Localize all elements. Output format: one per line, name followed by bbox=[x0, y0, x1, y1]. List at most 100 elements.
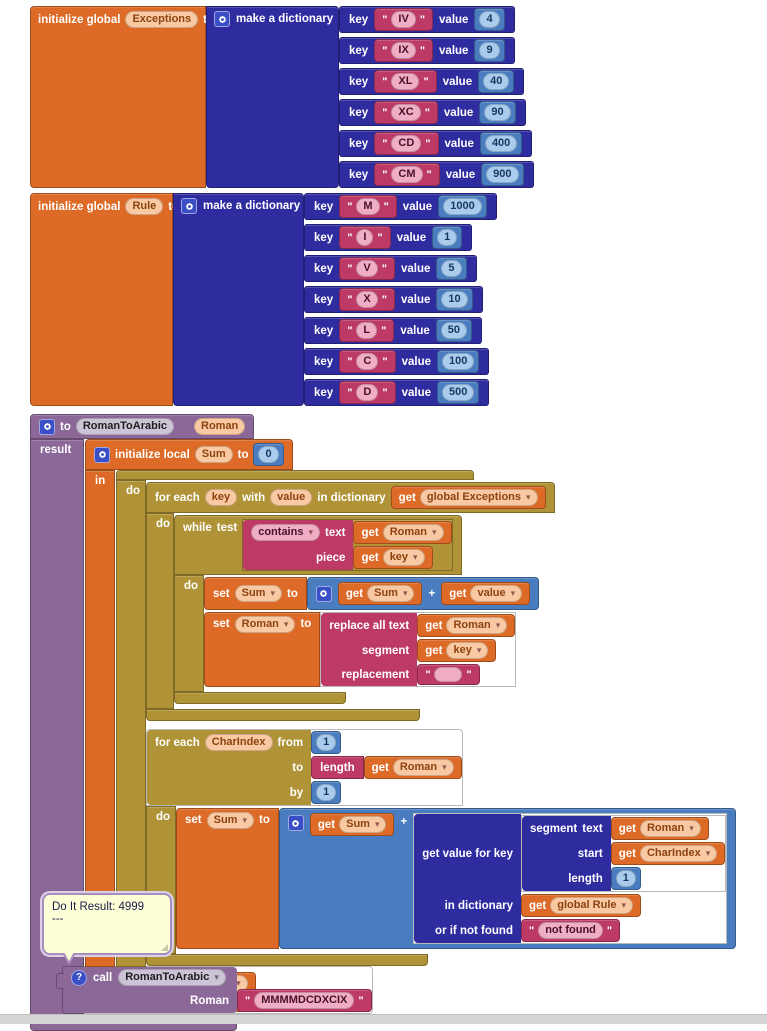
foreach-charindex-block[interactable]: for each CharIndex from 1 to bbox=[146, 729, 737, 966]
make-a-dictionary-block[interactable]: make a dictionary bbox=[173, 193, 304, 406]
loop-value-field[interactable]: value bbox=[270, 489, 313, 506]
do-result-block[interactable]: do for each key with bbox=[116, 470, 737, 996]
number-field[interactable]: 1 bbox=[437, 229, 458, 246]
number-field[interactable]: 4 bbox=[479, 11, 500, 28]
set-roman-block[interactable]: set Roman to replace all text bbox=[204, 612, 517, 687]
key-field[interactable]: IX bbox=[391, 42, 416, 59]
variable-dropdown[interactable]: Roman bbox=[639, 820, 701, 837]
pair-block[interactable]: key " XC " value 90 bbox=[339, 99, 526, 126]
number-field[interactable]: 50 bbox=[440, 322, 468, 339]
key-field[interactable]: XC bbox=[391, 104, 421, 121]
key-field[interactable]: CM bbox=[391, 166, 423, 183]
local-name-field[interactable]: Sum bbox=[194, 446, 233, 463]
procedure-dropdown[interactable]: RomanToArabic bbox=[118, 969, 226, 986]
number-field[interactable]: 500 bbox=[442, 384, 475, 401]
pair-block[interactable]: key " I " value 1 bbox=[304, 224, 473, 251]
get-roman-block[interactable]: get Roman bbox=[417, 614, 516, 637]
pair-block[interactable]: key " X " value 10 bbox=[304, 286, 483, 313]
variable-dropdown[interactable]: Sum bbox=[339, 816, 387, 833]
key-field[interactable]: CD bbox=[391, 135, 422, 152]
number-field[interactable]: 1000 bbox=[443, 198, 482, 215]
text-block[interactable]: " M " bbox=[339, 195, 397, 218]
number-field[interactable]: 1 bbox=[316, 734, 337, 751]
pair-block[interactable]: key " M " value 1000 bbox=[304, 193, 497, 220]
mutator-gear-icon[interactable] bbox=[94, 446, 110, 463]
number-field[interactable]: 0 bbox=[258, 446, 279, 463]
number-field[interactable]: 1 bbox=[316, 784, 337, 801]
get-global-exceptions-block[interactable]: get global Exceptions bbox=[390, 486, 546, 509]
key-field[interactable]: M bbox=[356, 198, 380, 215]
foreach-dict-block[interactable]: for each key with value in dictionary ge… bbox=[146, 482, 555, 721]
not-found-text-block[interactable]: " not found " bbox=[520, 919, 621, 942]
variable-dropdown[interactable]: Roman bbox=[234, 616, 296, 633]
pair-block[interactable]: key " XL " value 40 bbox=[339, 68, 525, 95]
loop-key-field[interactable]: key bbox=[204, 489, 238, 506]
key-field[interactable]: V bbox=[356, 260, 378, 277]
number-block[interactable]: 500 bbox=[437, 381, 480, 404]
text-block[interactable]: " V " bbox=[339, 257, 395, 280]
key-field[interactable]: I bbox=[356, 229, 374, 246]
number-field[interactable]: 100 bbox=[442, 353, 475, 370]
get-value-for-key-block[interactable]: get value for key segment bbox=[413, 813, 728, 944]
mutator-gear-icon[interactable] bbox=[39, 418, 55, 435]
text-block[interactable]: " CD " bbox=[374, 132, 439, 155]
contains-dropdown[interactable]: contains bbox=[251, 524, 320, 541]
number-block[interactable]: 90 bbox=[479, 101, 516, 124]
text-block[interactable]: " D " bbox=[339, 381, 396, 404]
global-name-field[interactable]: Rule bbox=[125, 198, 164, 215]
text-block[interactable]: " I " bbox=[339, 226, 391, 249]
while-block[interactable]: while test contains bbox=[174, 515, 540, 704]
key-field[interactable]: XL bbox=[391, 73, 420, 90]
key-field[interactable]: C bbox=[356, 353, 379, 370]
number-field[interactable]: 400 bbox=[484, 135, 518, 152]
variable-dropdown[interactable]: global Exceptions bbox=[419, 489, 538, 506]
mutator-gear-icon[interactable] bbox=[287, 815, 304, 831]
help-icon[interactable] bbox=[71, 969, 87, 986]
get-value-block[interactable]: get value bbox=[441, 582, 531, 605]
argument-text-block[interactable]: " MMMMDCDXCIX " bbox=[237, 989, 372, 1012]
get-key-block[interactable]: get key bbox=[353, 546, 433, 569]
variable-dropdown[interactable]: Sum bbox=[234, 585, 282, 602]
get-roman-block[interactable]: get Roman bbox=[363, 756, 462, 779]
pair-block[interactable]: key " IV " value 4 bbox=[339, 6, 515, 33]
get-global-rule-block[interactable]: get global Rule bbox=[520, 894, 642, 917]
number-block[interactable]: 50 bbox=[435, 319, 473, 342]
number-block[interactable]: 1000 bbox=[438, 195, 487, 218]
param-roman-field[interactable]: Roman bbox=[194, 418, 246, 435]
key-field[interactable]: D bbox=[356, 384, 379, 401]
length-block[interactable]: length get Roman bbox=[311, 756, 462, 779]
empty-text-block[interactable]: " " bbox=[417, 664, 480, 685]
variable-dropdown[interactable]: Sum bbox=[367, 585, 415, 602]
text-block[interactable]: " CM " bbox=[374, 163, 440, 186]
procedure-name-field[interactable]: RomanToArabic bbox=[75, 418, 174, 435]
bubble-resize-handle[interactable] bbox=[161, 944, 168, 951]
mutator-gear-icon[interactable] bbox=[315, 585, 332, 602]
number-block[interactable]: 4 bbox=[474, 8, 505, 31]
pair-block[interactable]: key " CM " value 900 bbox=[339, 161, 534, 188]
variable-dropdown[interactable]: Roman bbox=[382, 524, 444, 541]
key-field[interactable]: L bbox=[356, 322, 378, 339]
make-a-dictionary-block[interactable]: make a dictionary bbox=[206, 6, 339, 188]
text-block[interactable]: " X " bbox=[339, 288, 395, 311]
number-block[interactable]: 1 bbox=[311, 731, 342, 754]
initialize-local-sum-block[interactable]: initialize local Sum to 0 in bbox=[85, 439, 737, 1012]
procedure-header[interactable]: to RomanToArabic Roman bbox=[30, 414, 255, 439]
mutator-gear-icon[interactable] bbox=[181, 198, 197, 214]
init-global-exceptions-block[interactable]: initialize global Exceptions to make a d… bbox=[30, 6, 534, 188]
key-field[interactable]: IV bbox=[391, 11, 416, 28]
variable-dropdown[interactable]: key bbox=[446, 642, 489, 659]
doit-result-bubble[interactable]: Do It Result: 4999 --- bbox=[42, 893, 172, 965]
number-field[interactable]: 1 bbox=[615, 870, 636, 887]
text-block[interactable]: " IV " bbox=[374, 8, 434, 31]
pair-block[interactable]: key " IX " value 9 bbox=[339, 37, 515, 64]
text-block[interactable]: " IX " bbox=[374, 39, 434, 62]
pair-block[interactable]: key " C " value 100 bbox=[304, 348, 490, 375]
text-field[interactable] bbox=[434, 667, 463, 682]
